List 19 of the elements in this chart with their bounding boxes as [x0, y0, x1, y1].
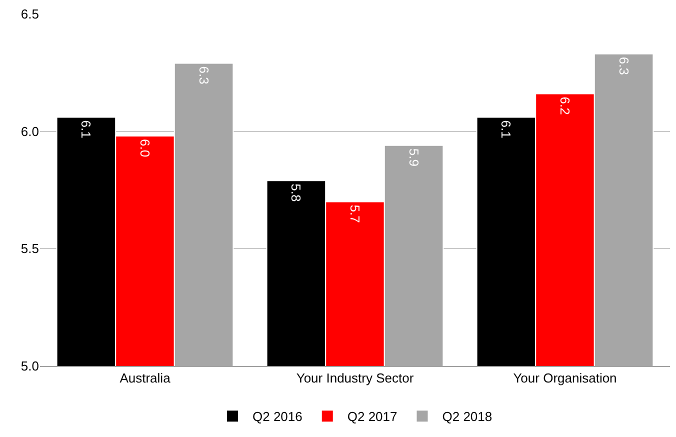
data-label: 6.2: [558, 96, 572, 115]
y-tick-label: 6.5: [20, 6, 39, 22]
legend-label: Q2 2017: [347, 409, 398, 424]
data-label: 6.0: [138, 139, 152, 158]
y-tick-label: 6.0: [20, 124, 39, 139]
data-label: 5.8: [288, 184, 304, 202]
y-tick-label: 5.5: [20, 241, 39, 256]
data-label: 6.1: [78, 120, 94, 138]
data-label: 6.3: [616, 56, 632, 75]
x-tick-label: Australia: [120, 370, 172, 386]
y-tick-label: 5.0: [20, 358, 39, 374]
data-label: 6.1: [498, 120, 514, 138]
x-tick-label: Your Industry Sector: [296, 370, 414, 386]
data-label: 6.3: [196, 66, 212, 84]
legend-label: Q2 2016: [252, 409, 302, 424]
legend-label: Q2 2018: [442, 409, 492, 424]
data-label: 5.9: [406, 148, 422, 166]
x-tick-label: Your Organisation: [513, 370, 617, 386]
data-label: 5.7: [348, 204, 362, 223]
